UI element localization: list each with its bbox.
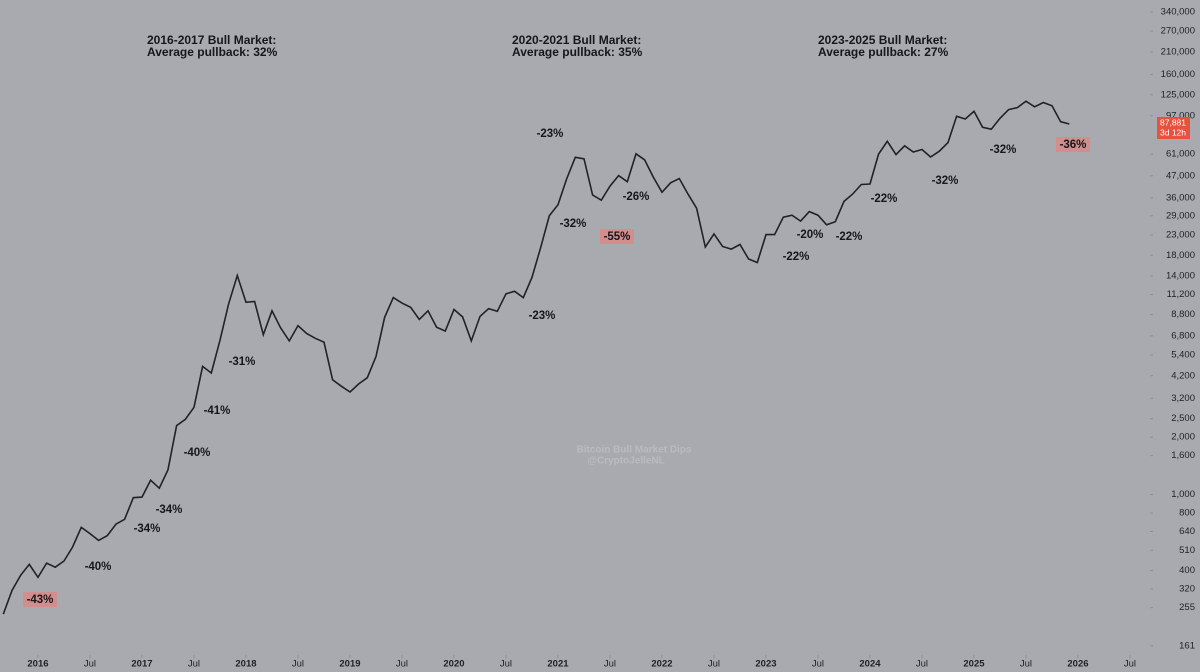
x-tick-label: Jul [396, 659, 408, 670]
x-tick-label: Jul [916, 659, 928, 670]
annotation: -22% [783, 251, 810, 263]
period-title: 2020-2021 Bull Market: [512, 33, 641, 47]
annotation: -40% [184, 447, 211, 459]
y-tick-label: 1,600 [1171, 450, 1195, 461]
annotation: -36% [1060, 139, 1087, 151]
x-tick-label: 2022 [651, 659, 672, 670]
annotation: -32% [932, 175, 959, 187]
y-tick-label: 270,000 [1161, 26, 1195, 37]
watermark-subtitle: @CryptoJelleNL [587, 456, 665, 467]
y-tick-label: 1,000 [1171, 489, 1195, 500]
annotation: -32% [990, 144, 1017, 156]
annotation: -34% [156, 504, 183, 516]
x-tick-label: 2026 [1067, 659, 1088, 670]
period-title: 2023-2025 Bull Market: [818, 33, 947, 47]
period-subtitle: Average pullback: 35% [512, 45, 643, 59]
y-tick-label: 61,000 [1166, 149, 1195, 160]
x-tick-label: Jul [188, 659, 200, 670]
annotation: -34% [134, 523, 161, 535]
x-tick-label: Jul [500, 659, 512, 670]
x-tick-label: 2020 [443, 659, 464, 670]
x-tick-label: 2025 [963, 659, 985, 670]
y-tick-label: 36,000 [1166, 192, 1195, 203]
annotation: -41% [204, 405, 231, 417]
annotation-highlight [600, 229, 634, 244]
annotation: -43% [27, 594, 54, 606]
x-tick-label: Jul [604, 659, 616, 670]
annotation: -26% [623, 191, 650, 203]
y-tick-label: 510 [1179, 545, 1195, 556]
x-tick-label: 2019 [339, 659, 360, 670]
y-tick-label: 210,000 [1161, 46, 1195, 57]
x-tick-label: Jul [812, 659, 824, 670]
annotation: -40% [85, 561, 112, 573]
y-tick-label: 400 [1179, 565, 1195, 576]
x-tick-label: 2017 [131, 659, 152, 670]
x-tick-label: 2016 [27, 659, 48, 670]
y-tick-label: 340,000 [1161, 7, 1195, 18]
x-tick-label: Jul [708, 659, 720, 670]
x-tick-label: 2023 [755, 659, 776, 670]
y-tick-label: 18,000 [1166, 250, 1195, 261]
y-tick-label: 800 [1179, 508, 1195, 519]
last-price-box [1157, 117, 1190, 140]
y-tick-label: 640 [1179, 526, 1195, 537]
y-tick-label: 160,000 [1161, 69, 1195, 80]
y-tick-label: 320 [1179, 583, 1195, 594]
y-tick-label: 47,000 [1166, 170, 1195, 181]
y-tick-label: 161 [1179, 640, 1195, 651]
period-title: 2016-2017 Bull Market: [147, 33, 276, 47]
annotation-highlight [23, 592, 57, 607]
annotation: -22% [836, 231, 863, 243]
x-tick-label: Jul [84, 659, 96, 670]
annotation: -32% [560, 218, 587, 230]
x-tick-label: Jul [1020, 659, 1032, 670]
period-subtitle: Average pullback: 32% [147, 45, 278, 59]
annotation: -23% [537, 128, 564, 140]
annotation: -31% [229, 356, 256, 368]
x-tick-label: 2018 [235, 659, 256, 670]
annotation: -55% [604, 231, 631, 243]
watermark-title: Bitcoin Bull Market Dips [576, 445, 691, 456]
x-tick-label: 2021 [547, 659, 569, 670]
annotation: -23% [529, 310, 556, 322]
x-tick-label: 2024 [859, 659, 881, 670]
y-tick-label: 97,000 [1166, 110, 1195, 121]
annotation: -22% [871, 193, 898, 205]
period-subtitle: Average pullback: 27% [818, 45, 949, 59]
x-tick-label: Jul [292, 659, 304, 670]
x-tick-label: Jul [1124, 659, 1136, 670]
y-tick-label: 5,400 [1171, 349, 1195, 360]
y-tick-label: 29,000 [1166, 210, 1195, 221]
y-tick-label: 8,800 [1171, 309, 1195, 320]
y-tick-label: 14,000 [1166, 271, 1195, 282]
y-tick-label: 255 [1179, 602, 1195, 613]
y-tick-label: 2,500 [1171, 413, 1195, 424]
y-tick-label: 3,200 [1171, 393, 1195, 404]
price-line [2, 100, 1070, 615]
y-tick-label: 6,800 [1171, 330, 1195, 341]
y-tick-label: 2,000 [1171, 432, 1195, 443]
last-price-label: 87,881 [1160, 117, 1186, 127]
annotation-highlight [1056, 137, 1090, 152]
y-tick-label: 125,000 [1161, 89, 1195, 100]
y-tick-label: 23,000 [1166, 229, 1195, 240]
y-tick-label: 11,200 [1167, 289, 1195, 300]
y-tick-label: 4,200 [1171, 370, 1195, 381]
countdown: 3d 12h [1160, 127, 1186, 137]
annotation: -20% [797, 229, 824, 241]
